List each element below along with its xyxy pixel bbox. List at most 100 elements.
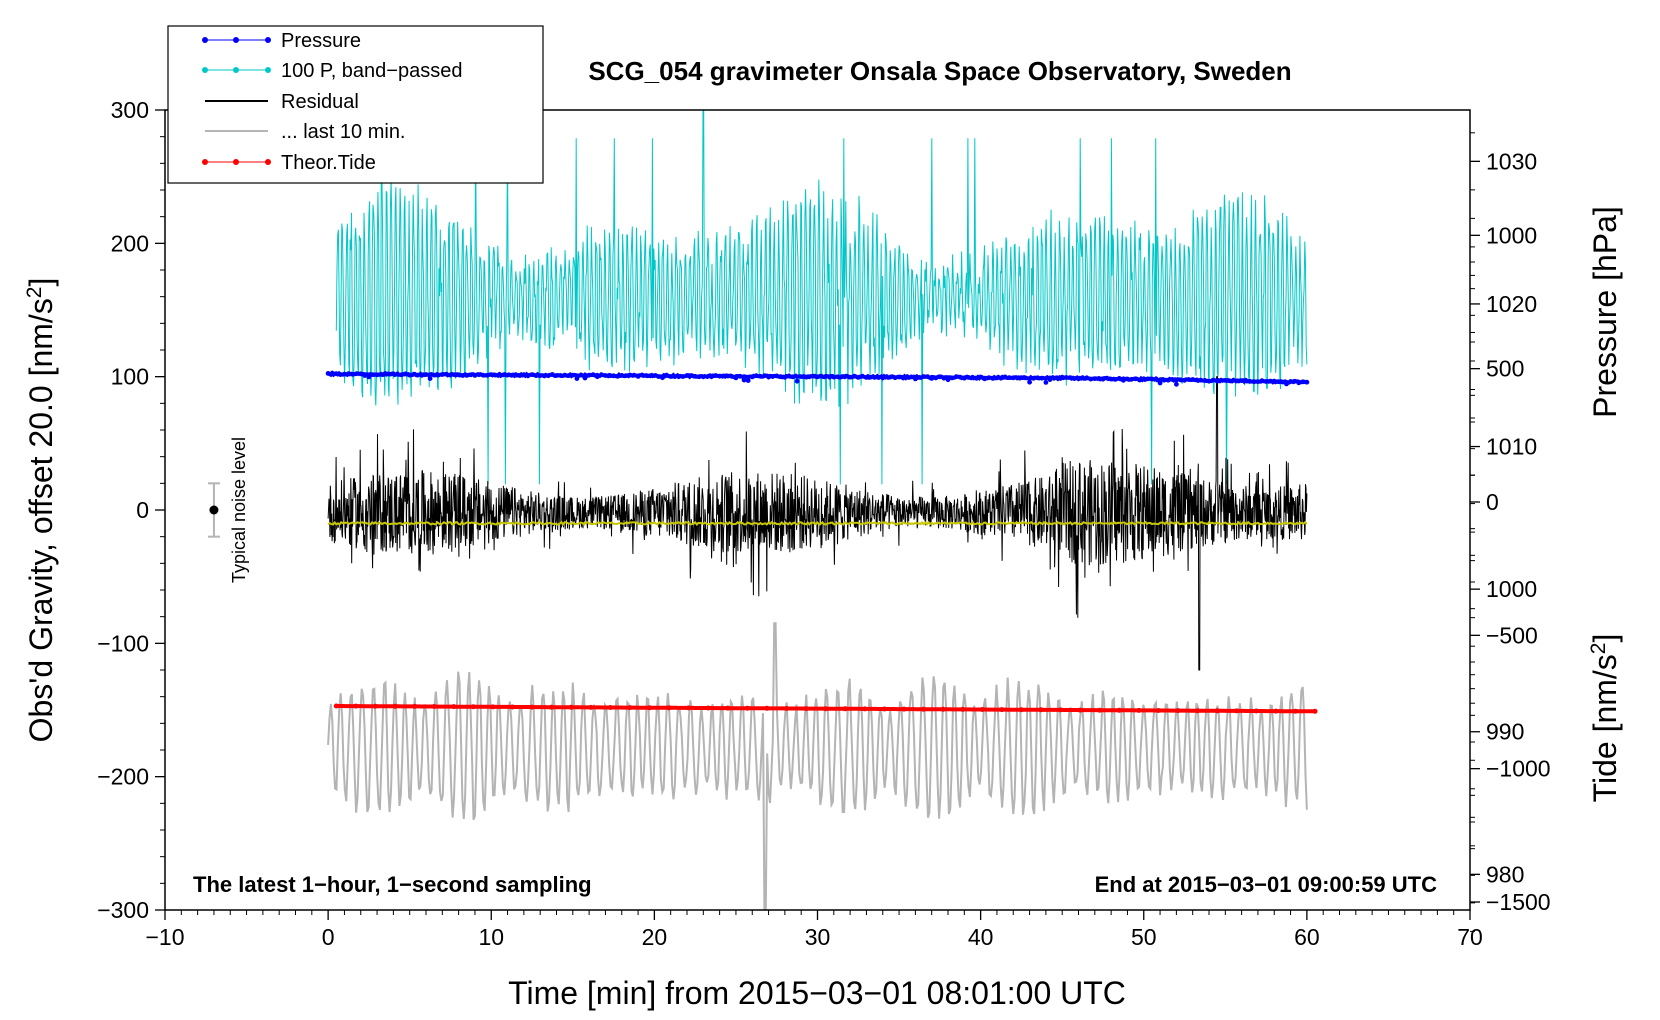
pressure-point <box>656 374 661 379</box>
pressure-point <box>957 374 963 380</box>
pressure-point <box>872 375 877 380</box>
pressure-point <box>1104 375 1110 381</box>
pressure-point <box>888 374 894 380</box>
pressure-point <box>1043 380 1049 385</box>
theor-tide-point <box>862 706 868 712</box>
legend-label-residual: Residual <box>281 91 359 113</box>
pressure-point <box>978 374 983 380</box>
legend-label-theor-tide: Theor.Tide <box>281 152 376 174</box>
pressure-point <box>855 375 861 380</box>
x-tick-label: 20 <box>642 924 668 950</box>
pressure-point <box>578 372 584 378</box>
pressure-point <box>1194 377 1200 383</box>
pressure-point <box>1096 376 1102 381</box>
pressure-point <box>1006 375 1012 380</box>
pressure-point <box>1178 377 1183 383</box>
pressure-point <box>660 375 665 381</box>
theor-tide-point <box>1234 708 1240 714</box>
pressure-point <box>1267 378 1273 384</box>
pressure-point <box>1190 377 1196 382</box>
pressure-point <box>815 374 820 380</box>
theor-tide-point <box>1038 707 1044 713</box>
y-tick-label: −300 <box>97 897 149 923</box>
theor-tide-point <box>784 706 789 711</box>
pressure-point <box>488 372 494 377</box>
pressure-point <box>399 372 404 378</box>
legend-marker-theor-tide <box>202 159 208 165</box>
pressure-point <box>1280 379 1285 385</box>
theor-tide-point <box>353 703 359 709</box>
pressure-point <box>1251 379 1257 385</box>
pressure-point <box>790 374 796 380</box>
pressure-point <box>892 375 898 381</box>
pressure-point <box>354 371 360 376</box>
pressure-point <box>1198 377 1204 383</box>
legend-box <box>167 25 544 184</box>
series-line-last-10-min <box>327 622 1308 910</box>
pressure-tick-label: 980 <box>1486 861 1524 887</box>
pressure-point <box>599 372 604 378</box>
theor-tide-point <box>470 704 476 710</box>
pressure-point <box>484 372 490 378</box>
pressure-point <box>745 378 751 383</box>
pressure-point <box>517 373 523 378</box>
theor-tide-point <box>940 706 946 712</box>
pressure-point <box>1027 379 1032 385</box>
pressure-point <box>562 372 568 378</box>
pressure-point <box>431 372 437 378</box>
pressure-point <box>1222 378 1228 383</box>
legend-marker-band-passed <box>202 67 208 73</box>
pressure-point <box>464 373 470 378</box>
pressure-point <box>643 373 649 378</box>
pressure-point <box>741 377 747 383</box>
theor-tide-point <box>490 704 496 710</box>
pressure-point <box>1174 381 1179 387</box>
pressure-point <box>929 376 935 381</box>
pressure-point <box>1072 376 1077 381</box>
pressure-point <box>1145 376 1151 382</box>
pressure-point <box>1288 379 1293 384</box>
pressure-point <box>1055 376 1061 382</box>
pressure-point <box>811 373 816 379</box>
pressure-point <box>717 373 722 379</box>
pressure-point <box>639 372 645 378</box>
noise-bar <box>207 482 220 538</box>
pressure-point <box>966 375 971 380</box>
legend-marker-theor-tide-end <box>265 159 271 165</box>
pressure-point <box>1002 374 1008 380</box>
theor-tide-point <box>803 706 809 712</box>
legend: Pressure 100 P, band−passed Residual ...… <box>167 25 544 184</box>
theor-tide-point <box>1273 708 1279 714</box>
pressure-point <box>1243 377 1249 383</box>
theor-tide-point <box>412 703 418 709</box>
pressure-point <box>1239 378 1244 383</box>
theor-tide-point <box>666 705 672 711</box>
theor-tide-point <box>568 704 574 710</box>
pressure-point <box>1149 376 1155 382</box>
pressure-point <box>382 371 388 376</box>
pressure-point <box>823 374 829 379</box>
pressure-point <box>566 373 572 378</box>
legend-label-last-10-min: ... last 10 min. <box>281 121 406 143</box>
pressure-point <box>325 371 331 376</box>
pressure-point <box>933 375 939 381</box>
tide-tick-label: 500 <box>1486 356 1524 382</box>
pressure-point <box>1182 377 1187 383</box>
pressure-point <box>1231 377 1236 383</box>
theor-tide-point <box>647 705 652 711</box>
y-left-axis-title: Obs'd Gravity, offset 20.0 [nm/s2] <box>23 278 60 743</box>
theor-tide-point <box>1116 707 1122 713</box>
pressure-point <box>1121 377 1126 383</box>
theor-tide-point <box>627 705 633 711</box>
theor-tide-point <box>725 705 731 711</box>
pressure-point <box>692 373 698 379</box>
pressure-point <box>1218 377 1224 383</box>
pressure-point <box>953 374 959 380</box>
pressure-point <box>1235 378 1240 384</box>
pressure-point <box>778 374 784 379</box>
pressure-point <box>468 372 474 378</box>
series-line-residual <box>327 376 1308 671</box>
legend-item-theor-tide: Theor.Tide <box>202 152 376 174</box>
pressure-point <box>533 373 539 378</box>
pressure-point <box>378 371 384 377</box>
